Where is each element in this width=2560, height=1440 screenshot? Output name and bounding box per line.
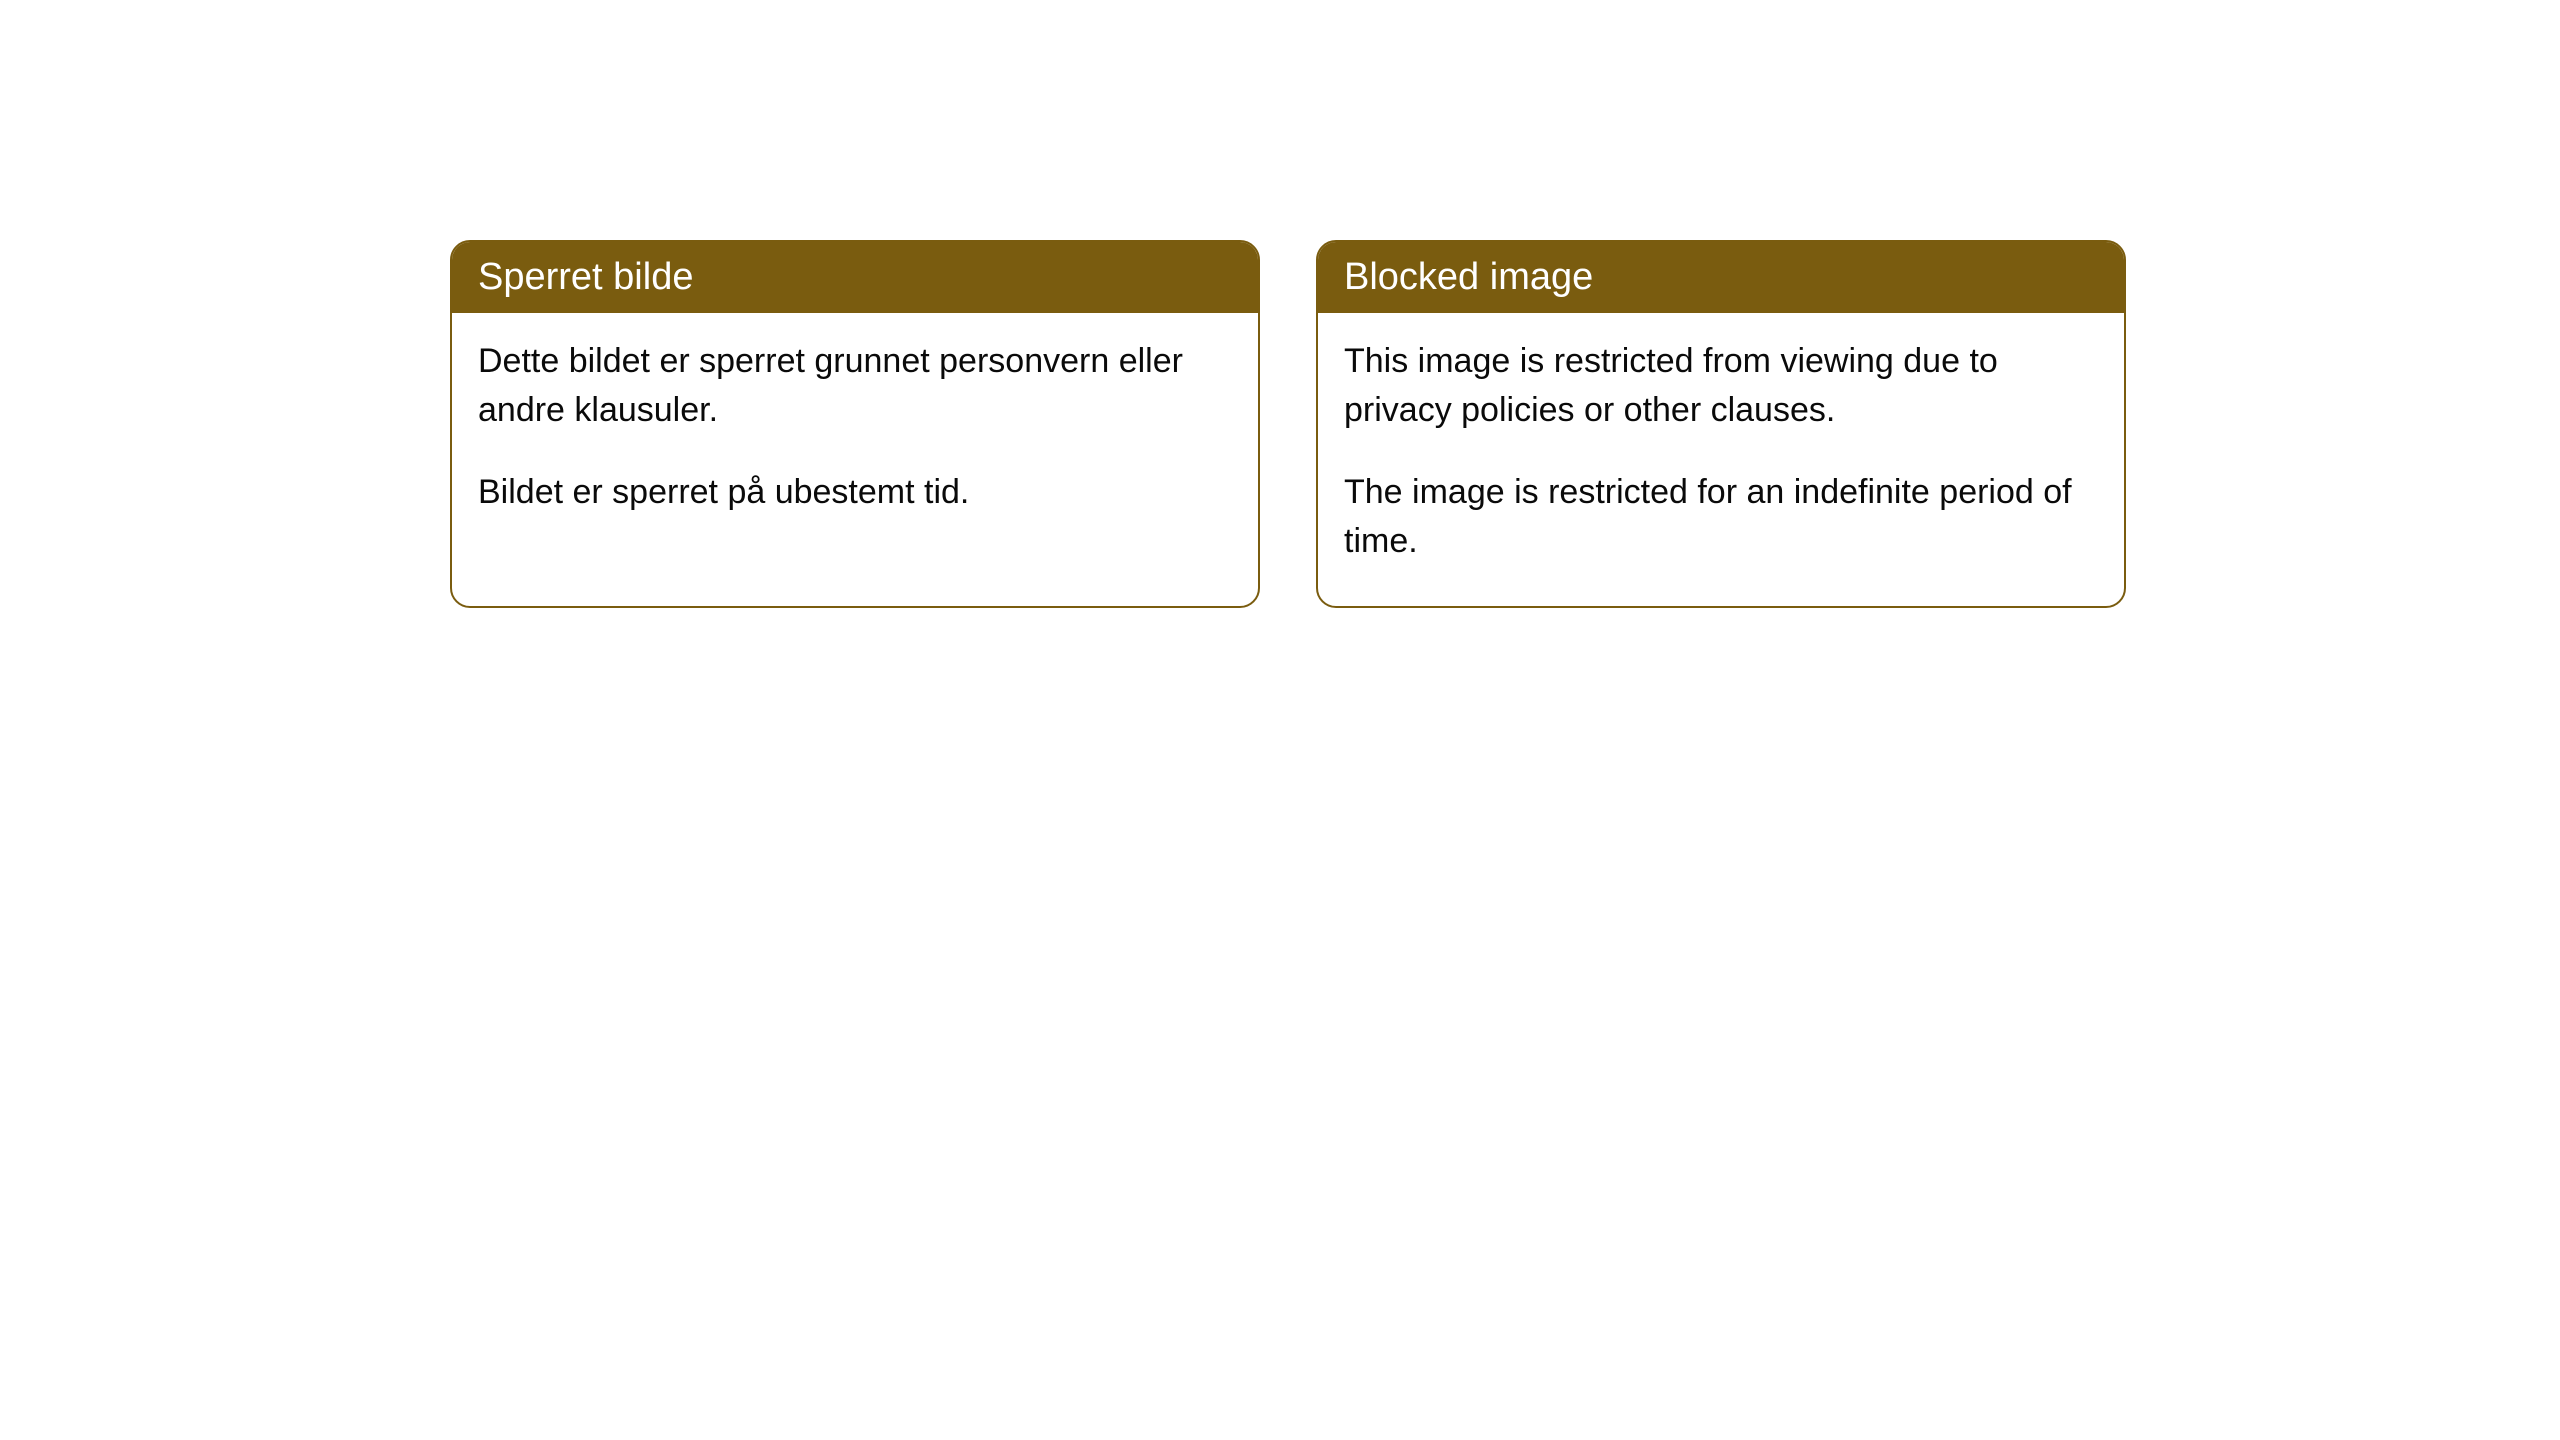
notice-cards-container: Sperret bilde Dette bildet er sperret gr… [0,0,2560,608]
card-header-norwegian: Sperret bilde [452,242,1258,313]
card-body-norwegian: Dette bildet er sperret grunnet personve… [452,313,1258,557]
card-paragraph-2-english: The image is restricted for an indefinit… [1344,468,2098,567]
card-paragraph-1-english: This image is restricted from viewing du… [1344,337,2098,436]
card-header-english: Blocked image [1318,242,2124,313]
card-paragraph-1-norwegian: Dette bildet er sperret grunnet personve… [478,337,1232,436]
card-body-english: This image is restricted from viewing du… [1318,313,2124,606]
card-paragraph-2-norwegian: Bildet er sperret på ubestemt tid. [478,468,1232,517]
blocked-image-card-english: Blocked image This image is restricted f… [1316,240,2126,608]
blocked-image-card-norwegian: Sperret bilde Dette bildet er sperret gr… [450,240,1260,608]
